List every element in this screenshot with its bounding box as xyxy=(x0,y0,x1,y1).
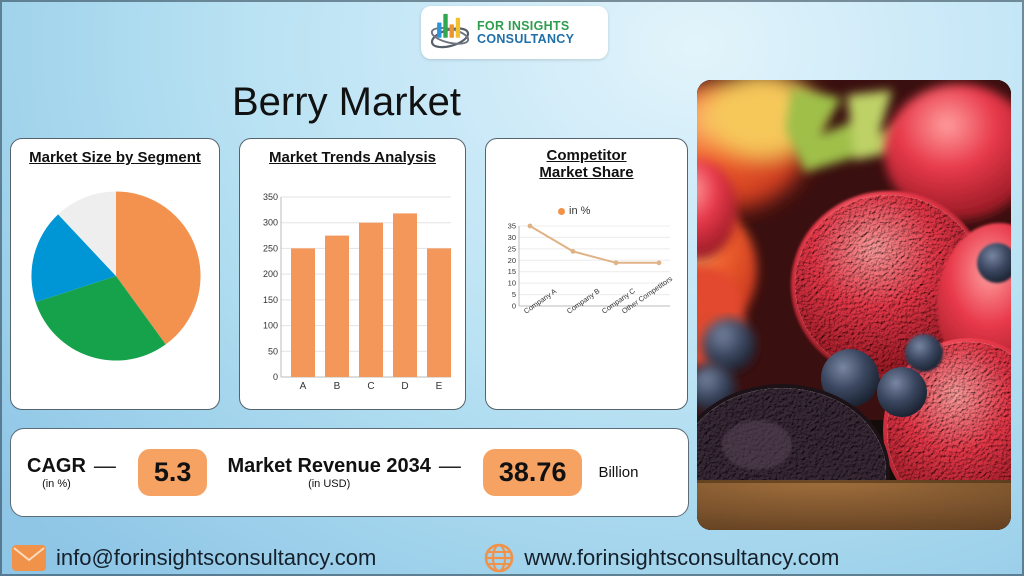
svg-text:D: D xyxy=(401,381,408,392)
svg-text:350: 350 xyxy=(263,192,278,202)
svg-text:15: 15 xyxy=(508,267,516,276)
svg-text:300: 300 xyxy=(263,218,278,228)
svg-text:25: 25 xyxy=(508,244,516,253)
svg-text:0: 0 xyxy=(273,372,278,382)
svg-text:20: 20 xyxy=(508,256,516,265)
svg-text:5: 5 xyxy=(512,290,516,299)
svg-text:50: 50 xyxy=(268,346,278,356)
svg-text:35: 35 xyxy=(508,222,516,231)
svg-text:B: B xyxy=(334,381,341,392)
svg-text:A: A xyxy=(300,381,307,392)
svg-text:C: C xyxy=(367,381,374,392)
svg-text:E: E xyxy=(436,381,443,392)
svg-text:30: 30 xyxy=(508,233,516,242)
svg-text:Company A: Company A xyxy=(522,287,558,316)
svg-text:100: 100 xyxy=(263,321,278,331)
svg-text:250: 250 xyxy=(263,243,278,253)
svg-text:10: 10 xyxy=(508,279,516,288)
svg-text:0: 0 xyxy=(512,302,516,311)
svg-text:Company B: Company B xyxy=(565,286,602,315)
svg-text:200: 200 xyxy=(263,269,278,279)
svg-text:150: 150 xyxy=(263,295,278,305)
